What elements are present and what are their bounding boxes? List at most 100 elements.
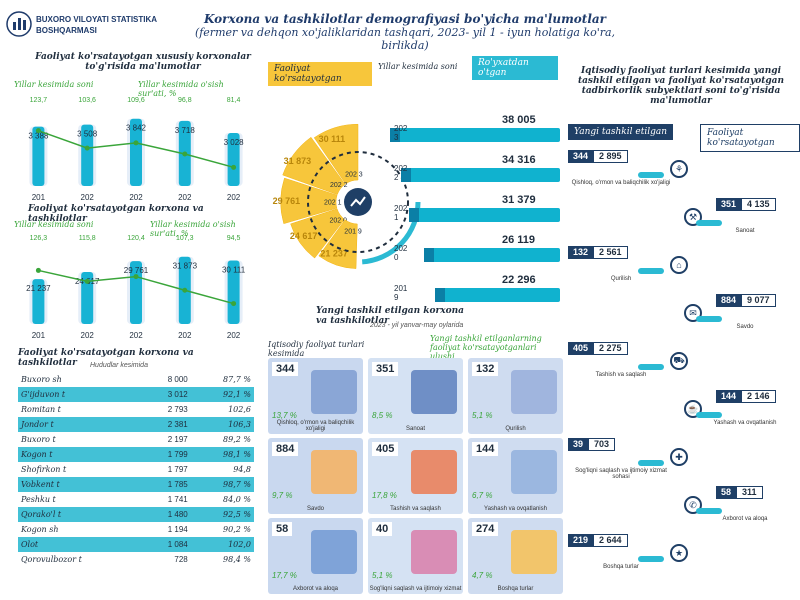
registered-year: 202 0 [394,244,408,262]
region-name: Romitan t [21,405,61,414]
activity-illustration-icon [311,450,357,494]
registered-value: 34 316 [502,154,536,166]
registered-year: 202 1 [394,204,408,222]
activity-label: Tashish va saqlash [595,372,647,378]
chart1-year-label: 201 [32,193,46,202]
activity-card: 405 17,8 % Tashish va saqlash [368,438,463,514]
chart1-value-label: 3 842 [126,124,147,133]
activity-type-icon: ✆ [684,496,702,514]
region-pct: 102,0 [228,540,251,549]
regions-table: Buxoro sh 8 000 87,7 % G'ijduvon t 3 012 92,1… [18,372,254,567]
donut-value: 29 761 [273,196,301,206]
title-line-2: (fermer va dehqon xo'jaliklaridan tashqa… [194,26,616,52]
region-name: Buxoro t [21,435,56,444]
chart1-bar [32,126,45,186]
chart2-year-label: 202 [227,331,241,340]
region-value: 2 381 [167,420,188,429]
donut-ring [307,151,409,253]
tag-active: Faoliyat ko'rsatayotgan [268,62,372,86]
active-count: 2 895 [593,150,628,163]
card-count: 274 [472,522,499,536]
region-row: Buxoro t 2 197 89,2 % [18,432,254,447]
activity-label: Qurilish [610,276,632,282]
region-name: Vobkent t [21,480,60,489]
newcos-subtitle: 2023 - yil yanvar-may oylarida [370,322,464,329]
region-value: 1 797 [167,465,188,474]
activity-type-icon: ⛟ [670,352,688,370]
title-line-1: Korxona va tashkilotlar demografiyasi bo… [204,12,606,26]
new-count: 132 [568,246,594,259]
chart2-right-label: Yillar kesimida o'sish sur'ati, % [150,220,236,238]
chart2-bar [227,260,240,324]
chart1-pct-label: 81,4 [227,97,241,104]
region-pct: 98,7 % [223,480,251,489]
region-value: 1 785 [167,480,188,489]
chart2-pct-label: 120,4 [127,235,145,242]
chart1-right-label: Yillar kesimida o'sish sur'ati, % [138,80,224,98]
region-name: Olot [21,540,39,549]
region-value: 2 793 [167,405,188,414]
chart2-bar [81,272,94,324]
connector-bar [638,364,664,370]
connector-bar [638,268,664,274]
active-count: 2 146 [741,390,776,403]
legend-new: Yangi tashkil etilgan [568,124,673,140]
activity-label: Sanoat [735,228,755,234]
activity-type-icon: ⚘ [670,160,688,178]
activity-illustration-icon [311,530,357,574]
chart1-year-label: 202 [81,193,95,202]
card-share: 13,7 % [272,411,297,420]
new-count: 884 [716,294,742,307]
growth-icon [350,196,366,207]
region-row: Shofirkon t 1 797 94,8 [18,462,254,477]
newcos-left-label: Iqtisodiy faoliyat turlari kesimida [268,340,365,358]
chart2-growth-point [133,274,139,280]
card-count: 58 [272,522,293,536]
card-share: 17,7 % [272,571,297,580]
donut-year: 202 1 [324,200,342,207]
tag-registered: Ro'yxatdan o'tgan [472,56,558,80]
chart2-growth-point [35,267,41,273]
region-row: Romitan t 2 793 102,6 [18,402,254,417]
new-count: 58 [716,486,737,499]
chart1-title: Faoliyat ko'rsatayotgan xususiy korxonal… [35,52,251,72]
activity-card: 144 6,7 % Yashash va ovqatlanish [468,438,563,514]
card-share: 6,7 % [472,491,493,500]
activity-counts: 405 2 275 [568,342,628,355]
region-name: Buxoro sh [21,375,62,384]
donut-segment [318,219,358,269]
chart1-growth-point [182,151,188,157]
activity-counts: 219 2 644 [568,534,628,547]
card-count: 405 [372,442,399,456]
region-name: Qorako'l t [21,510,62,519]
region-name: Peshku t [21,495,56,504]
registered-value: 22 296 [502,274,536,286]
right-title: Iqtisodiy faoliyat turlari kesimida yang… [577,66,785,106]
tag-years: Yillar kesimida soni [378,62,458,71]
region-value: 1 194 [167,525,188,534]
chart2-left-label: Yillar kesimida soni [14,220,94,229]
active-count: 9 077 [741,294,776,307]
chart2-year-label: 202 [81,331,95,340]
region-value: 1 741 [167,495,188,504]
card-count: 351 [372,362,399,376]
chart2-bar [32,279,45,324]
region-pct: 102,6 [228,405,251,414]
activity-label: Axborot va aloqa [722,516,768,522]
newcos-right-label: Yangi tashkil etilganlarning faoliyat ko… [430,334,542,361]
donut-segment [282,136,346,195]
donut-value: 24 617 [290,231,318,241]
region-pct: 106,3 [228,420,251,429]
region-pct: 92,5 % [223,510,251,519]
activity-illustration-icon [311,370,357,414]
registered-value: 26 119 [502,234,536,246]
new-count: 144 [716,390,742,403]
registered-bar [390,128,560,142]
region-pct: 98,4 % [223,555,251,564]
chart1-value-label: 3 028 [224,138,245,147]
new-count: 405 [568,342,594,355]
donut-value: 21 237 [320,249,348,259]
region-name: Kogon sh [21,525,59,534]
activity-illustration-icon [511,370,557,414]
activity-card: 132 5,1 % Qurilish [468,358,563,434]
